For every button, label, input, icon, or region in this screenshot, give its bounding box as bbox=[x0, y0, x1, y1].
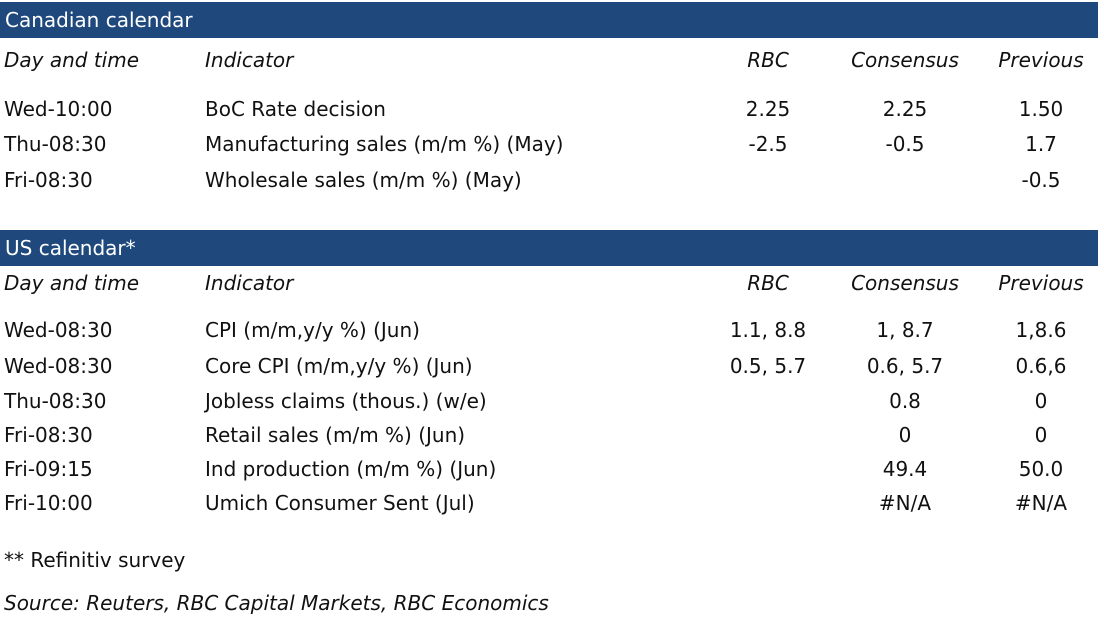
table-row: Fri-08:30 Wholesale sales (m/m %) (May) … bbox=[0, 163, 1098, 197]
indicator-cell: Wholesale sales (m/m %) (May) bbox=[205, 168, 522, 192]
indicator-cell: CPI (m/m,y/y %) (Jun) bbox=[205, 318, 420, 342]
canadian-header-row: Day and time Indicator RBC Consensus Pre… bbox=[0, 43, 1098, 77]
day-time-cell: Wed-10:00 bbox=[4, 97, 113, 121]
previous-cell: 1.7 bbox=[1025, 132, 1057, 156]
column-header-previous: Previous bbox=[998, 271, 1084, 295]
day-time-cell: Wed-08:30 bbox=[4, 318, 113, 342]
column-header-rbc: RBC bbox=[747, 48, 789, 72]
consensus-cell bbox=[820, 163, 990, 197]
consensus-cell: 1, 8.7 bbox=[876, 318, 934, 342]
table-row: Fri-08:30 Retail sales (m/m %) (Jun) 0 0 bbox=[0, 418, 1098, 452]
consensus-cell: 0.8 bbox=[889, 389, 921, 413]
table-row: Wed-08:30 CPI (m/m,y/y %) (Jun) 1.1, 8.8… bbox=[0, 313, 1098, 347]
table-row: Wed-08:30 Core CPI (m/m,y/y %) (Jun) 0.5… bbox=[0, 349, 1098, 383]
day-time-cell: Fri-10:00 bbox=[4, 491, 93, 515]
us-header-row: Day and time Indicator RBC Consensus Pre… bbox=[0, 266, 1098, 300]
previous-cell: #N/A bbox=[1014, 491, 1068, 515]
day-time-cell: Fri-09:15 bbox=[4, 457, 93, 481]
previous-cell: 0 bbox=[1034, 423, 1048, 447]
rbc-cell: 2.25 bbox=[745, 97, 791, 121]
day-time-cell: Wed-08:30 bbox=[4, 354, 113, 378]
consensus-cell: 0 bbox=[898, 423, 912, 447]
indicator-cell: Ind production (m/m %) (Jun) bbox=[205, 457, 497, 481]
indicator-cell: Jobless claims (thous.) (w/e) bbox=[205, 389, 487, 413]
column-header-consensus: Consensus bbox=[851, 271, 959, 295]
column-header-day: Day and time bbox=[4, 271, 140, 295]
consensus-cell: #N/A bbox=[878, 491, 932, 515]
rbc-cell: 0.5, 5.7 bbox=[729, 354, 807, 378]
table-row: Wed-10:00 BoC Rate decision 2.25 2.25 1.… bbox=[0, 92, 1098, 126]
previous-cell: 1.50 bbox=[1018, 97, 1064, 121]
column-header-day: Day and time bbox=[4, 48, 140, 72]
indicator-cell: Retail sales (m/m %) (Jun) bbox=[205, 423, 466, 447]
indicator-cell: BoC Rate decision bbox=[205, 97, 386, 121]
previous-cell: 1,8.6 bbox=[1015, 318, 1067, 342]
previous-cell: -0.5 bbox=[1021, 168, 1061, 192]
column-header-indicator: Indicator bbox=[205, 271, 294, 295]
consensus-cell: 2.25 bbox=[882, 97, 928, 121]
day-time-cell: Thu-08:30 bbox=[4, 132, 107, 156]
table-row: Fri-09:15 Ind production (m/m %) (Jun) 4… bbox=[0, 452, 1098, 486]
indicator-cell: Manufacturing sales (m/m %) (May) bbox=[205, 132, 564, 156]
source-footnote: Source: Reuters, RBC Capital Markets, RB… bbox=[4, 591, 549, 615]
column-header-previous: Previous bbox=[998, 48, 1084, 72]
canadian-calendar-title: Canadian calendar bbox=[0, 2, 1098, 38]
rbc-cell: -2.5 bbox=[748, 132, 788, 156]
table-row: Thu-08:30 Jobless claims (thous.) (w/e) … bbox=[0, 384, 1098, 418]
day-time-cell: Thu-08:30 bbox=[4, 389, 107, 413]
day-time-cell: Fri-08:30 bbox=[4, 423, 93, 447]
survey-footnote: ** Refinitiv survey bbox=[4, 548, 186, 572]
consensus-cell: -0.5 bbox=[885, 132, 925, 156]
indicator-cell: Umich Consumer Sent (Jul) bbox=[205, 491, 475, 515]
consensus-cell: 0.6, 5.7 bbox=[866, 354, 944, 378]
day-time-cell: Fri-08:30 bbox=[4, 168, 93, 192]
column-header-consensus: Consensus bbox=[851, 48, 959, 72]
table-row: Thu-08:30 Manufacturing sales (m/m %) (M… bbox=[0, 127, 1098, 161]
previous-cell: 50.0 bbox=[1018, 457, 1064, 481]
column-header-rbc: RBC bbox=[747, 271, 789, 295]
consensus-cell: 49.4 bbox=[882, 457, 928, 481]
column-header-indicator: Indicator bbox=[205, 48, 294, 72]
us-calendar-title: US calendar* bbox=[0, 230, 1098, 266]
indicator-cell: Core CPI (m/m,y/y %) (Jun) bbox=[205, 354, 473, 378]
table-row: Fri-10:00 Umich Consumer Sent (Jul) #N/A… bbox=[0, 486, 1098, 520]
previous-cell: 0 bbox=[1034, 389, 1048, 413]
previous-cell: 0.6,6 bbox=[1015, 354, 1067, 378]
rbc-cell: 1.1, 8.8 bbox=[729, 318, 807, 342]
